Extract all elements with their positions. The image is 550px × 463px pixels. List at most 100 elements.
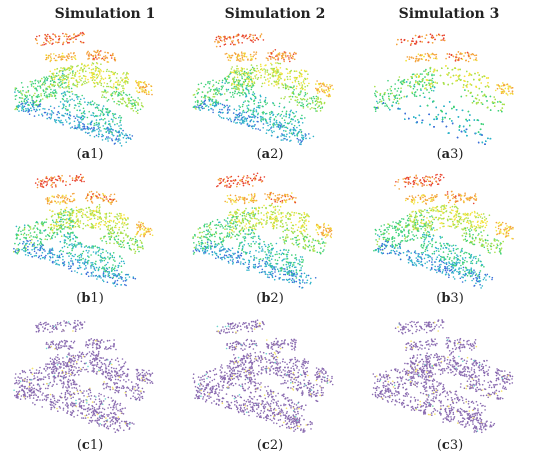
cloud-point <box>63 87 65 89</box>
cloud-point <box>102 194 105 196</box>
cloud-point <box>264 96 267 99</box>
cloud-point <box>104 216 106 219</box>
cloud-point <box>49 105 52 108</box>
cloud-point <box>114 129 117 132</box>
cloud-point <box>231 78 234 80</box>
cloud-point <box>22 90 24 92</box>
cloud-point <box>51 83 53 86</box>
cloud-point <box>74 71 77 74</box>
cloud-point <box>289 75 291 78</box>
cloud-point <box>121 257 123 260</box>
cloud-point <box>253 99 256 101</box>
cloud-point <box>223 77 226 80</box>
cloud-point <box>52 84 54 86</box>
cloud-point <box>441 110 443 113</box>
cloud-point <box>248 35 251 38</box>
cloud-point <box>256 78 259 80</box>
cloud-point <box>112 276 114 279</box>
cloud-point <box>413 85 415 87</box>
cloud-point <box>301 104 303 107</box>
cloud-point <box>81 34 84 37</box>
cloud-point <box>63 239 66 241</box>
cloud-point <box>80 273 83 275</box>
cloud-point <box>105 96 107 99</box>
cloud-point <box>236 70 238 72</box>
cloud-point <box>107 273 110 275</box>
cloud-point <box>259 129 261 131</box>
cloud-point <box>56 256 59 258</box>
cloud-point <box>317 89 320 92</box>
cloud-point <box>121 278 123 280</box>
cloud-point <box>267 129 270 132</box>
cloud-point <box>101 94 104 96</box>
cloud-point <box>50 88 52 91</box>
cloud-point <box>97 268 100 271</box>
cloud-point <box>217 92 220 94</box>
cloud-point <box>255 53 257 55</box>
cloud-point <box>45 96 47 98</box>
cloud-point <box>394 88 396 90</box>
cloud-point <box>66 113 68 116</box>
cloud-point <box>218 114 220 116</box>
cloud-point <box>236 88 239 90</box>
cloud-point <box>91 247 93 249</box>
cloud-point <box>213 89 215 91</box>
cloud-point <box>208 87 210 89</box>
cloud-point <box>44 77 47 80</box>
cloud-point <box>241 122 243 124</box>
cloud-point <box>105 136 108 138</box>
cloud-point <box>221 87 224 89</box>
cloud-point <box>42 107 44 110</box>
cloud-point <box>270 116 272 119</box>
cloud-point <box>118 262 121 264</box>
cloud-point <box>113 100 115 103</box>
cloud-point <box>127 73 130 75</box>
cloud-point <box>70 228 72 230</box>
cloud-point <box>126 71 128 74</box>
cloud-point <box>244 35 247 38</box>
cloud-point <box>76 80 78 83</box>
cloud-point <box>132 99 135 101</box>
cloud-point <box>76 128 78 130</box>
cloud-point <box>302 103 304 106</box>
cloud-point <box>421 54 423 56</box>
cloud-point <box>225 78 227 81</box>
cloud-point <box>119 142 121 144</box>
cloud-point <box>233 108 236 110</box>
cloud-point <box>295 87 298 90</box>
cloud-point <box>64 69 66 72</box>
cloud-point <box>423 96 426 98</box>
cloud-point <box>79 117 82 120</box>
cloud-point <box>102 219 104 222</box>
cloud-point <box>251 66 254 69</box>
point-cloud-b1 <box>13 173 154 287</box>
cloud-point <box>25 102 27 104</box>
cloud-point <box>100 82 103 85</box>
cloud-point <box>139 229 141 231</box>
cloud-point <box>323 89 325 91</box>
cloud-point <box>41 232 43 234</box>
cloud-point <box>222 111 224 114</box>
cloud-point <box>98 57 100 59</box>
cloud-point <box>125 137 128 140</box>
cloud-point <box>479 133 481 136</box>
cloud-point <box>96 76 99 78</box>
cloud-point <box>36 104 38 106</box>
cloud-point <box>98 52 100 55</box>
cloud-point <box>391 104 393 107</box>
cloud-point <box>279 76 281 79</box>
cloud-point <box>81 77 83 79</box>
cloud-point <box>398 94 401 96</box>
cloud-point <box>123 214 125 216</box>
cloud-point <box>137 102 139 104</box>
cloud-point <box>105 214 107 216</box>
cloud-point <box>242 101 245 104</box>
cloud-point <box>246 72 249 75</box>
cloud-point <box>501 110 503 113</box>
cloud-point <box>251 125 253 128</box>
cloud-point <box>229 117 231 120</box>
cloud-point <box>249 72 252 74</box>
cloud-point <box>42 44 44 46</box>
cloud-point <box>37 103 40 106</box>
cloud-point <box>96 82 99 84</box>
